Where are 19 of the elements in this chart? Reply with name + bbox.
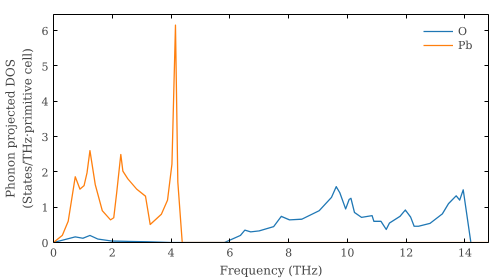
y-tick-label: 6 (42, 24, 48, 38)
x-tick-label: 2 (108, 246, 116, 260)
x-tick-label: 8 (285, 246, 292, 260)
y-tick-label: 4 (42, 96, 48, 109)
x-tick-label: 14 (458, 246, 472, 260)
x-tick-label: 0 (50, 246, 57, 260)
legend-label: O (458, 24, 468, 38)
y-tick-label: 2 (42, 166, 48, 180)
y-tick-label: 5 (42, 60, 48, 74)
x-tick-label: 10 (340, 246, 354, 260)
x-tick-label: 4 (168, 246, 175, 260)
x-tick-label: 12 (399, 246, 414, 260)
y-axis-title: Phonon projected DOS (States/THz·primitive cell) (4, 48, 34, 209)
x-tick-label: 6 (226, 246, 234, 260)
x-axis-title: Frequency (THz) (220, 264, 322, 278)
y-tick-label: 1 (42, 202, 48, 215)
legend-label: Pb (458, 38, 474, 52)
y-tick-label: 0 (42, 237, 48, 250)
y-tick-label: 3 (42, 130, 48, 144)
